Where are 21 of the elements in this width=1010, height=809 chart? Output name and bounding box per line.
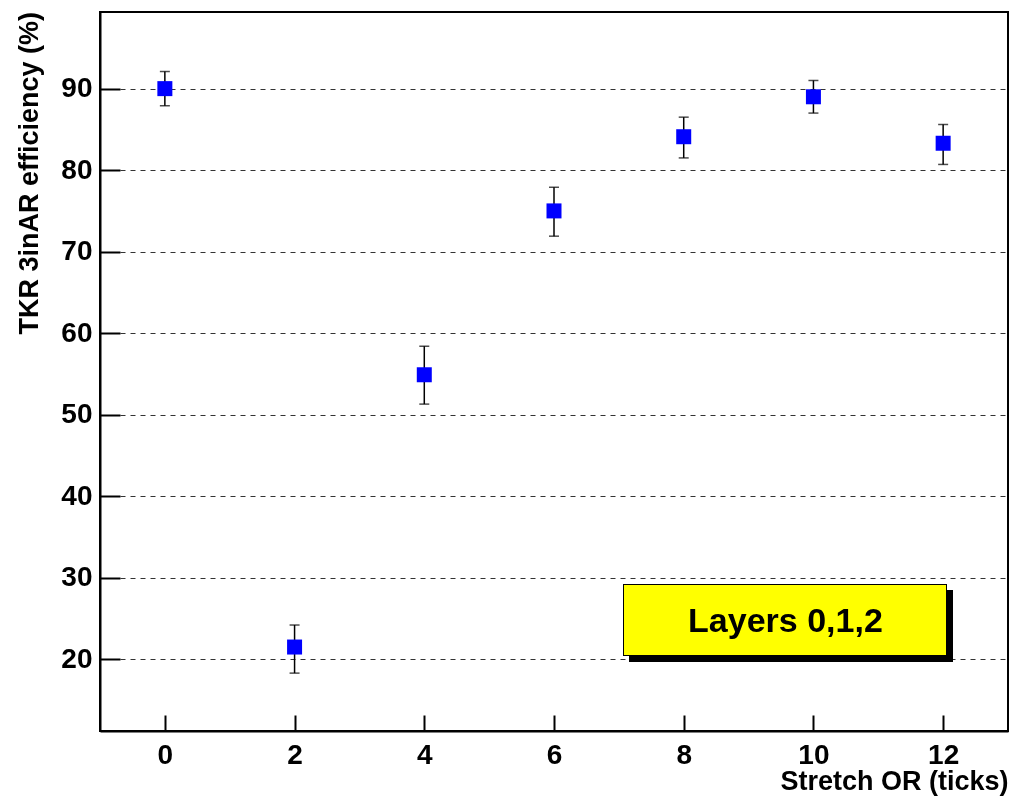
x-tick-label: 8 — [676, 738, 692, 770]
point — [546, 203, 562, 219]
x-tick-label: 4 — [417, 738, 433, 770]
y-tick-label: 20 — [61, 642, 93, 674]
y-tick-label: 30 — [61, 561, 93, 593]
y-tick-label: 60 — [61, 316, 93, 348]
x-tick-label: 0 — [157, 738, 174, 770]
y-tick-label: 70 — [61, 235, 93, 267]
y-tick-label: 50 — [61, 398, 93, 430]
point — [287, 639, 303, 655]
x-tick-label: 6 — [546, 738, 563, 770]
point — [157, 81, 173, 97]
y-tick-label: 80 — [61, 153, 93, 185]
point — [935, 135, 951, 151]
point — [805, 89, 821, 105]
point — [676, 129, 692, 145]
y-tick-label: 90 — [61, 72, 93, 104]
y-axis-title: TKR 3inAR efficiency (%) — [14, 12, 45, 335]
x-tick-label: 2 — [287, 738, 303, 770]
y-tick-label: 40 — [61, 479, 93, 511]
point — [416, 367, 432, 383]
